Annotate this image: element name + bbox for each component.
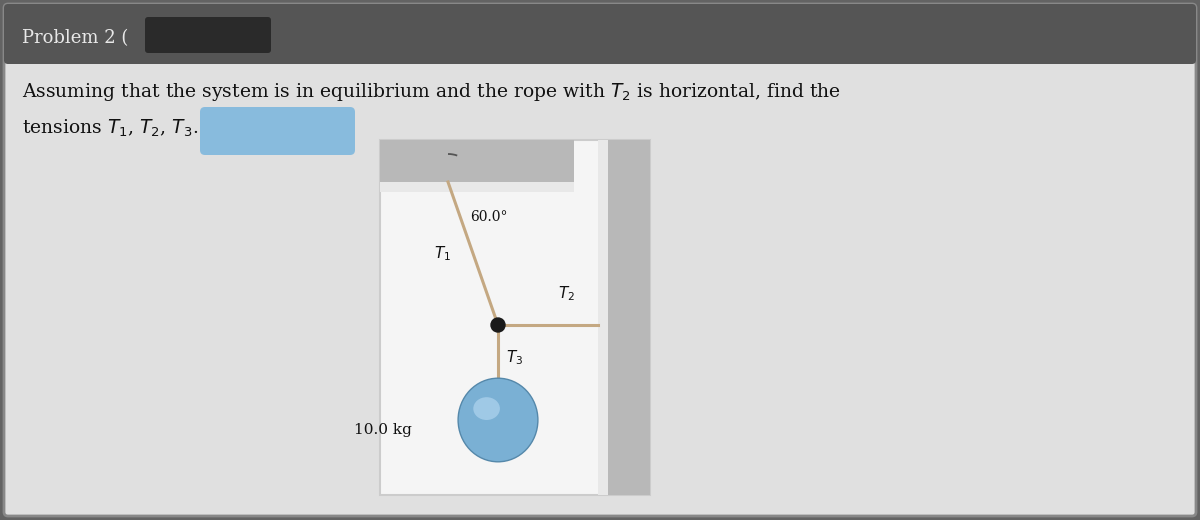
Circle shape <box>491 318 505 332</box>
FancyBboxPatch shape <box>4 4 1196 516</box>
Text: $T_1$: $T_1$ <box>434 244 451 263</box>
FancyBboxPatch shape <box>200 107 355 155</box>
Ellipse shape <box>458 378 538 462</box>
Text: tensions $T_1$, $T_2$, $T_3$.: tensions $T_1$, $T_2$, $T_3$. <box>22 118 198 139</box>
Text: Problem 2 (: Problem 2 ( <box>22 29 128 47</box>
Text: 60.0°: 60.0° <box>470 210 508 224</box>
Bar <box>380 140 650 495</box>
FancyBboxPatch shape <box>4 4 1196 64</box>
Bar <box>380 140 575 192</box>
Bar <box>598 140 650 495</box>
Text: $T_3$: $T_3$ <box>506 348 523 367</box>
Text: Assuming that the system is in equilibrium and the rope with $T_2$ is horizontal: Assuming that the system is in equilibri… <box>22 81 841 103</box>
FancyBboxPatch shape <box>145 17 271 53</box>
Bar <box>380 182 575 192</box>
Bar <box>598 140 608 495</box>
Text: 10.0 kg: 10.0 kg <box>354 423 412 437</box>
Ellipse shape <box>473 397 500 420</box>
Text: $T_2$: $T_2$ <box>558 284 575 303</box>
